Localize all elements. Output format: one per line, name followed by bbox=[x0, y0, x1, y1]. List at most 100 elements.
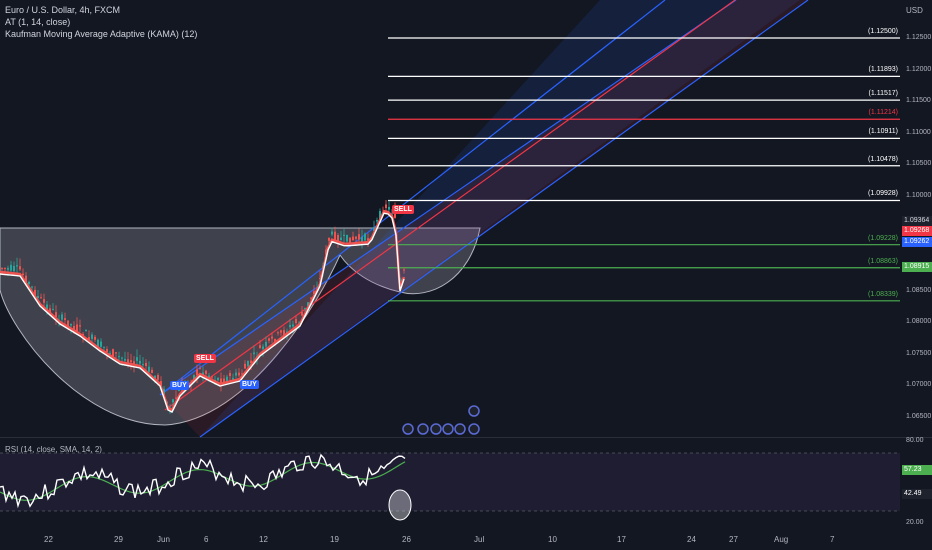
candle-body bbox=[16, 265, 18, 267]
candle-body bbox=[79, 325, 81, 327]
candle-body bbox=[118, 356, 120, 358]
price-axis-tick: 1.10000 bbox=[906, 191, 932, 199]
event-flag-icon bbox=[442, 423, 454, 435]
channel-lower-line bbox=[199, 0, 809, 438]
rsi-legend[interactable]: RSI (14, close, SMA, 14, 2) bbox=[5, 445, 102, 454]
candle-body bbox=[130, 360, 132, 363]
candle-body bbox=[124, 358, 126, 361]
candle-body bbox=[76, 324, 78, 332]
candle-body bbox=[388, 206, 390, 210]
candle-body bbox=[175, 397, 177, 399]
candle-body bbox=[376, 220, 378, 222]
candle-body bbox=[196, 369, 198, 376]
price-axis-tick: 1.12000 bbox=[906, 65, 932, 73]
level-label: (1.12500) bbox=[868, 28, 898, 35]
rsi-line bbox=[0, 453, 406, 509]
candle-body bbox=[1, 268, 3, 270]
candle-body bbox=[307, 302, 309, 307]
candle-body bbox=[67, 320, 69, 328]
rsi-value-tag: 57.23 bbox=[902, 465, 932, 475]
price-tag: 1.09364 bbox=[902, 216, 932, 226]
candle-body bbox=[34, 289, 36, 297]
time-axis-tick: Jul bbox=[474, 535, 485, 544]
rsi-ma-line bbox=[0, 461, 406, 501]
time-axis-tick: 12 bbox=[259, 535, 268, 544]
event-flag-icon bbox=[430, 423, 442, 435]
candle-body bbox=[139, 360, 141, 364]
candle-body bbox=[136, 357, 138, 361]
candle-body bbox=[10, 264, 12, 271]
rsi-highlight-circle bbox=[388, 489, 412, 521]
candle-body bbox=[52, 309, 54, 311]
candle-body bbox=[163, 388, 165, 396]
level-label: (1.09228) bbox=[868, 234, 898, 242]
candle-body bbox=[331, 231, 333, 235]
candle-body bbox=[70, 324, 72, 326]
event-flag-icon bbox=[468, 423, 480, 435]
price-axis-tick: 1.10500 bbox=[906, 160, 932, 168]
candle-body bbox=[220, 378, 222, 384]
candle-body bbox=[271, 336, 273, 339]
indicator-kama-label[interactable]: Kaufman Moving Average Adaptive (KAMA) (… bbox=[5, 29, 198, 39]
symbol-title[interactable]: Euro / U.S. Dollar, 4h, FXCM bbox=[5, 5, 121, 15]
candle-body bbox=[235, 372, 237, 376]
candle-body bbox=[340, 237, 342, 241]
candle-body bbox=[400, 279, 402, 281]
event-flag-icon bbox=[417, 423, 429, 435]
candle-body bbox=[244, 363, 246, 369]
time-axis-tick: 26 bbox=[402, 535, 411, 544]
signal-buy-label[interactable]: BUY bbox=[240, 380, 259, 389]
candle-body bbox=[289, 325, 291, 328]
price-axis-tick: 1.08500 bbox=[906, 286, 932, 294]
candle-body bbox=[403, 269, 405, 271]
candle-body bbox=[310, 297, 312, 299]
rsi-axis-tick: 20.00 bbox=[906, 519, 924, 526]
candle-body bbox=[91, 334, 93, 339]
candle-body bbox=[346, 234, 348, 242]
candle-body bbox=[229, 373, 231, 377]
time-axis-tick: Aug bbox=[774, 535, 789, 544]
rsi-band bbox=[0, 453, 900, 511]
candle-body bbox=[100, 341, 102, 347]
event-flag-icon bbox=[454, 423, 466, 435]
candle-body bbox=[373, 227, 375, 231]
price-axis-tick: 1.06500 bbox=[906, 413, 932, 420]
candle-body bbox=[106, 349, 108, 352]
chart-legend: Euro / U.S. Dollar, 4h, FXCM AT (1, 14, … bbox=[5, 4, 197, 40]
candle-body bbox=[364, 233, 366, 241]
level-label: (1.10911) bbox=[868, 128, 898, 136]
signal-sell-label[interactable]: SELL bbox=[194, 354, 216, 363]
candle-body bbox=[277, 332, 279, 334]
candle-body bbox=[94, 336, 96, 340]
candle-body bbox=[385, 204, 387, 209]
candle-body bbox=[22, 273, 24, 276]
indicator-at-label[interactable]: AT (1, 14, close) bbox=[5, 17, 71, 27]
candle-body bbox=[133, 361, 135, 366]
candle-body bbox=[379, 211, 381, 221]
candle-body bbox=[367, 238, 369, 241]
time-axis-tick: 19 bbox=[330, 535, 339, 544]
candle-body bbox=[127, 359, 129, 365]
candle-body bbox=[205, 370, 207, 374]
candle-body bbox=[301, 312, 303, 316]
event-flag-icon bbox=[402, 423, 414, 435]
candle-body bbox=[295, 319, 297, 323]
candle-body bbox=[73, 325, 75, 331]
candle-body bbox=[28, 281, 30, 284]
kama-line bbox=[0, 212, 405, 413]
price-tag: 1.09268 bbox=[902, 226, 932, 236]
candle-body bbox=[238, 372, 240, 376]
signal-sell-label[interactable]: SELL bbox=[392, 205, 414, 214]
candle-body bbox=[223, 378, 225, 383]
signal-buy-label[interactable]: BUY bbox=[170, 381, 189, 390]
candle-body bbox=[361, 236, 363, 244]
channel-upper-line-2 bbox=[159, 0, 666, 396]
candle-body bbox=[13, 265, 15, 272]
candle-body bbox=[274, 339, 276, 344]
price-tag: 1.08915 bbox=[902, 262, 932, 272]
candle-body bbox=[253, 352, 255, 355]
time-axis-tick: Jun bbox=[157, 535, 170, 544]
level-label: (1.08863) bbox=[868, 257, 898, 265]
candle-body bbox=[49, 308, 51, 313]
